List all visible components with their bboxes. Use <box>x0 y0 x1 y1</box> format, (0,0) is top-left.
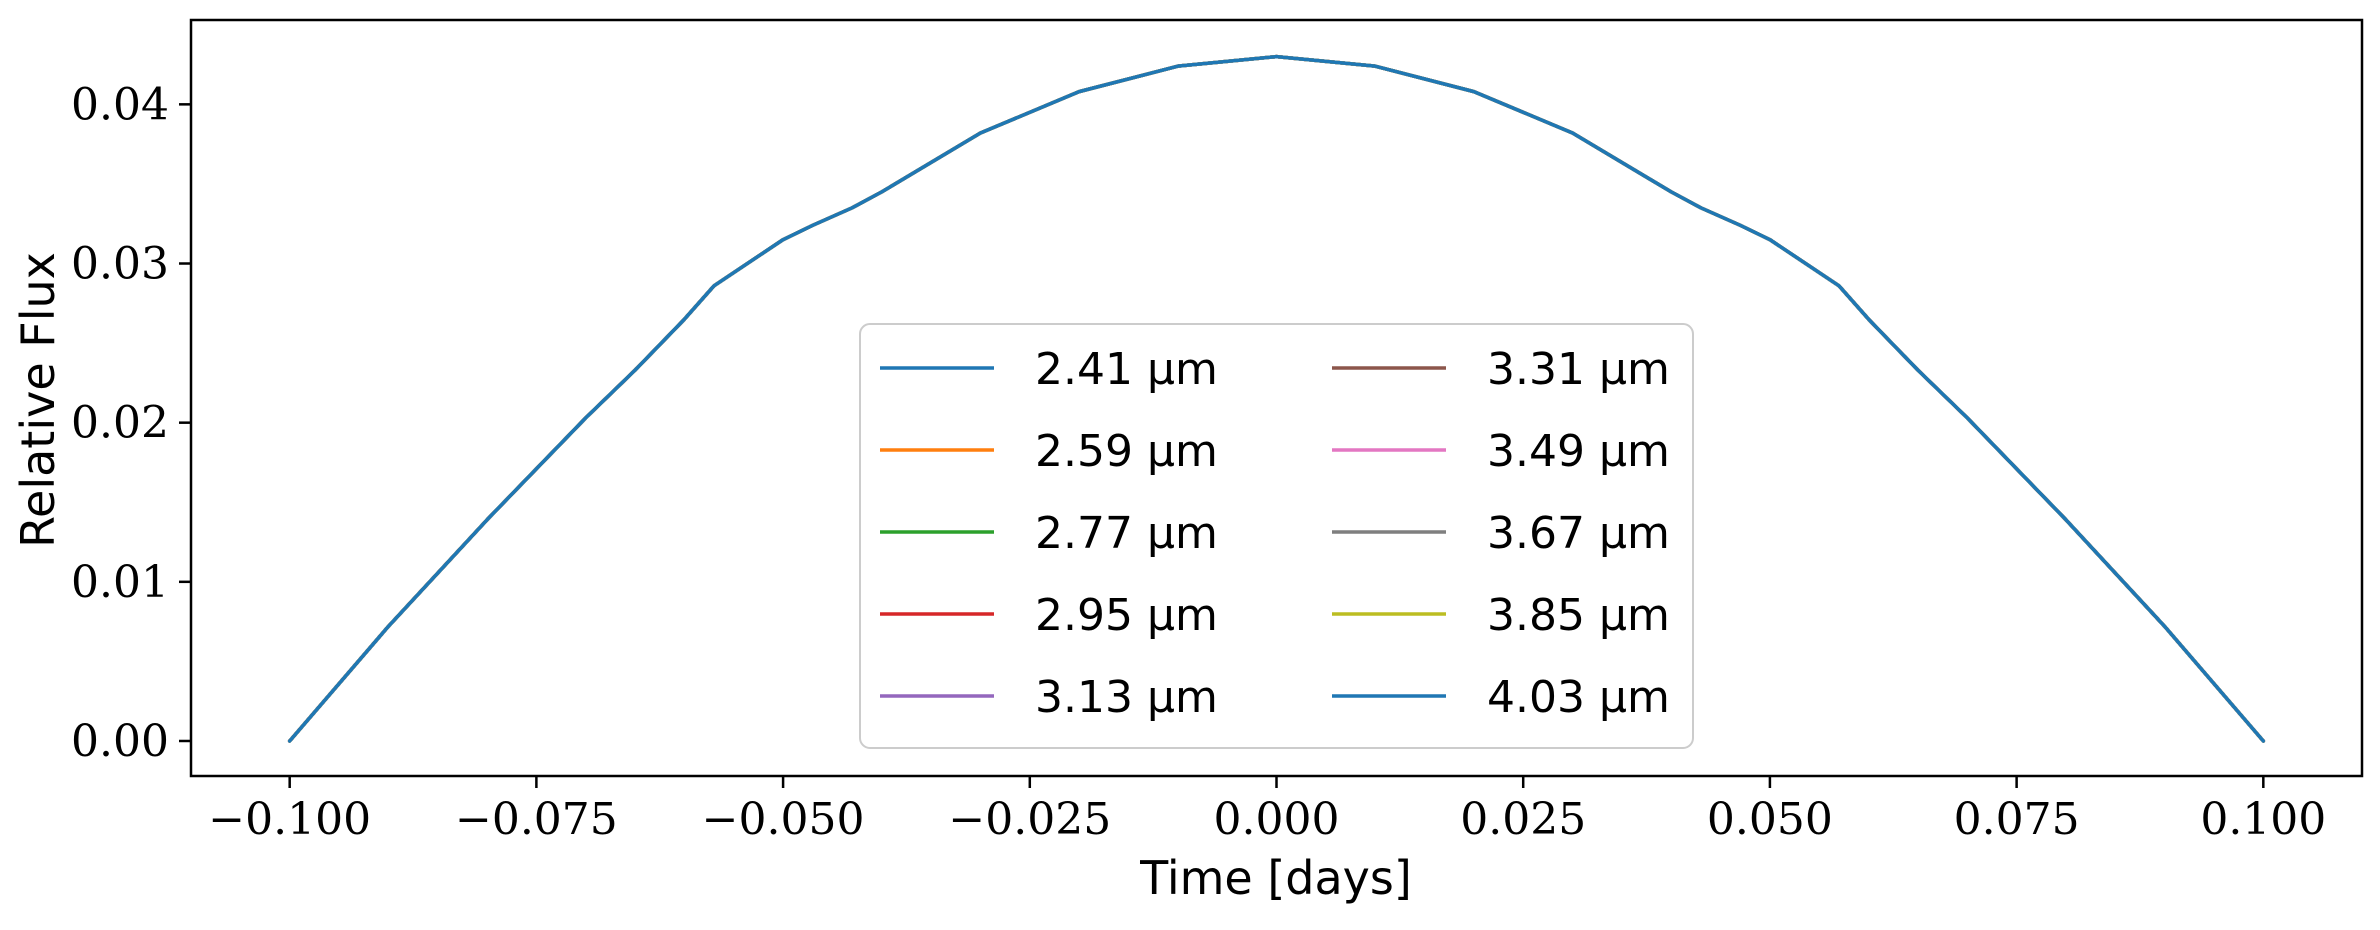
legend-label: 3.49 μm <box>1487 426 1670 477</box>
y-tick-label: 0.02 <box>71 398 169 449</box>
x-tick-label: 0.075 <box>1954 794 2080 845</box>
x-tick-label: −0.075 <box>455 794 618 845</box>
legend: 2.41 μm 2.59 μm 2.77 μm 2.95 μm 3.13 μm 3.31 … <box>859 323 1694 749</box>
y-tick-label: 0.03 <box>71 239 169 290</box>
legend-label: 4.03 μm <box>1487 672 1670 723</box>
legend-label: 2.77 μm <box>1035 508 1218 559</box>
legend-label: 3.85 μm <box>1487 590 1670 641</box>
legend-label: 3.31 μm <box>1487 344 1670 395</box>
legend-label: 2.59 μm <box>1035 426 1218 477</box>
x-tick-label: −0.050 <box>702 794 865 845</box>
x-tick-label: −0.025 <box>948 794 1111 845</box>
legend-label: 2.95 μm <box>1035 590 1218 641</box>
series-layer <box>287 54 2266 743</box>
x-tick-label: 0.025 <box>1460 794 1586 845</box>
y-tick-label: 0.00 <box>71 716 169 767</box>
series-line-10 <box>287 54 2266 743</box>
x-axis-label: Time [days] <box>1139 851 1412 905</box>
x-tick-label: 0.100 <box>2200 794 2326 845</box>
legend-frame <box>859 323 1694 749</box>
y-tick-label: 0.04 <box>71 79 169 130</box>
ticks-layer: −0.100 −0.075 −0.050 −0.025 0.000 0.025 0.050 0… <box>71 79 2326 845</box>
legend-label: 3.13 μm <box>1035 672 1218 723</box>
x-tick-label: 0.000 <box>1214 794 1340 845</box>
y-tick-label: 0.01 <box>71 557 169 608</box>
legend-label: 3.67 μm <box>1487 508 1670 559</box>
x-tick-label: 0.050 <box>1707 794 1833 845</box>
legend-label: 2.41 μm <box>1035 344 1218 395</box>
y-axis-label: Relative Flux <box>11 252 65 548</box>
x-tick-label: −0.100 <box>208 794 371 845</box>
